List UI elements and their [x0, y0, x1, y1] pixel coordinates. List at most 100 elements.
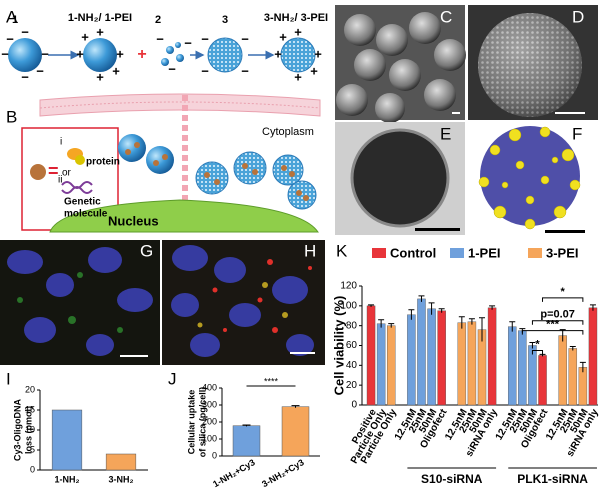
svg-text:+: +: [76, 46, 84, 61]
panel-label: J: [168, 369, 177, 388]
y-tick-label: 400: [202, 382, 217, 392]
error-bar: [569, 345, 576, 351]
y-tick-label: 5: [30, 444, 35, 454]
y-tick-label: 0: [351, 400, 357, 411]
bar: [588, 307, 598, 406]
y-tick-label: 20: [25, 384, 35, 394]
svg-text:+: +: [116, 46, 124, 61]
bar: [538, 355, 547, 406]
legend-swatch: [528, 248, 542, 258]
panel-label: A: [6, 7, 18, 26]
significance-bracket: [521, 330, 584, 335]
scheme-b: [21, 93, 321, 233]
y-tick-label: 0: [30, 464, 35, 474]
y-tick-label: 10: [25, 424, 35, 434]
svg-text:−: −: [36, 63, 44, 78]
legend-label: 1-PEI: [468, 245, 501, 260]
annotation: p=0.07: [540, 309, 575, 321]
significance-bracket: [542, 297, 584, 302]
bar: [407, 314, 416, 406]
scheme-label: or: [62, 168, 72, 179]
annotation: *: [561, 286, 566, 298]
svg-text:+: +: [274, 46, 282, 61]
annotation: ****: [264, 376, 279, 386]
bar: [386, 325, 396, 406]
significance-bracket: [531, 349, 544, 355]
scheme-label: Nucleus: [108, 213, 159, 228]
error-bar: [378, 319, 385, 328]
y-tick-label: 120: [340, 281, 357, 292]
svg-text:−: −: [168, 61, 176, 76]
y-tick-label: 0: [212, 450, 217, 460]
error-bar: [529, 342, 536, 349]
scheme-a: + − −−−−− + +++++ − −− − −− − + +++++: [1, 24, 322, 84]
svg-text:−: −: [21, 24, 29, 39]
y-tick-label: 15: [25, 404, 35, 414]
error-bar: [408, 309, 415, 320]
scheme-label: Genetic: [64, 197, 101, 208]
bar: [417, 298, 426, 406]
y-tick-label: 300: [202, 399, 217, 409]
scheme-label: 1-NH₂/ 1-PEI: [68, 12, 132, 24]
panel-label: E: [440, 124, 451, 143]
error-bar: [428, 302, 435, 315]
bar: [51, 409, 83, 471]
error-bar: [468, 318, 475, 325]
scheme-label: 3: [222, 14, 228, 26]
svg-text:+: +: [137, 46, 146, 63]
svg-text:−: −: [6, 31, 14, 46]
significance-bracket: [531, 320, 584, 325]
bar: [232, 425, 261, 457]
bar: [457, 322, 467, 406]
bar: [105, 453, 137, 471]
svg-text:−: −: [21, 69, 29, 84]
error-bar: [242, 424, 251, 427]
error-bar: [438, 308, 445, 313]
y-tick-label: 20: [346, 380, 358, 391]
error-bar: [479, 317, 485, 342]
x-tick-label: 3-NH₂: [108, 474, 133, 484]
bar: [427, 308, 436, 406]
panel-label: I: [6, 369, 11, 388]
scheme-label: i: [60, 137, 62, 148]
svg-text:+: +: [81, 29, 89, 44]
panel-label: B: [6, 107, 17, 126]
scheme-label: =: [48, 161, 59, 181]
svg-text:+: +: [294, 69, 302, 84]
bar: [437, 310, 446, 406]
error-bar: [489, 305, 496, 310]
bar: [487, 307, 497, 406]
bar: [568, 348, 578, 406]
error-bar: [388, 323, 395, 328]
y-axis-label: of silica (pg/cell): [197, 387, 207, 458]
bar: [508, 326, 517, 406]
svg-text:+: +: [314, 46, 322, 61]
micrographs: [335, 5, 598, 235]
bar: [467, 321, 477, 406]
error-bar: [559, 329, 566, 342]
bar: [518, 330, 527, 406]
y-tick-label: 100: [340, 300, 357, 311]
y-axis-label: loss (pmol): [23, 406, 33, 454]
legend-label: Control: [390, 245, 436, 260]
y-axis-label: Cell viability (%): [331, 296, 346, 396]
y-tick-label: 40: [346, 360, 358, 371]
bar: [281, 406, 310, 457]
bar: [558, 335, 567, 406]
error-bar: [368, 304, 375, 307]
panel-label: G: [140, 241, 153, 260]
panel-label: H: [304, 241, 316, 260]
scheme-label: ii: [58, 175, 62, 186]
annotation: *: [535, 338, 540, 350]
scheme-label: molecule: [64, 209, 108, 220]
legend-swatch: [372, 248, 386, 258]
error-bar: [418, 295, 425, 302]
y-tick-label: 60: [346, 340, 358, 351]
svg-text:−: −: [1, 46, 9, 61]
scheme-label: Cytoplasm: [262, 126, 314, 138]
legend-label: 3-PEI: [546, 245, 579, 260]
error-bar: [458, 316, 465, 329]
svg-text:−: −: [201, 63, 209, 78]
x-tick-label: 3-NH₂+Cy3: [260, 457, 306, 489]
